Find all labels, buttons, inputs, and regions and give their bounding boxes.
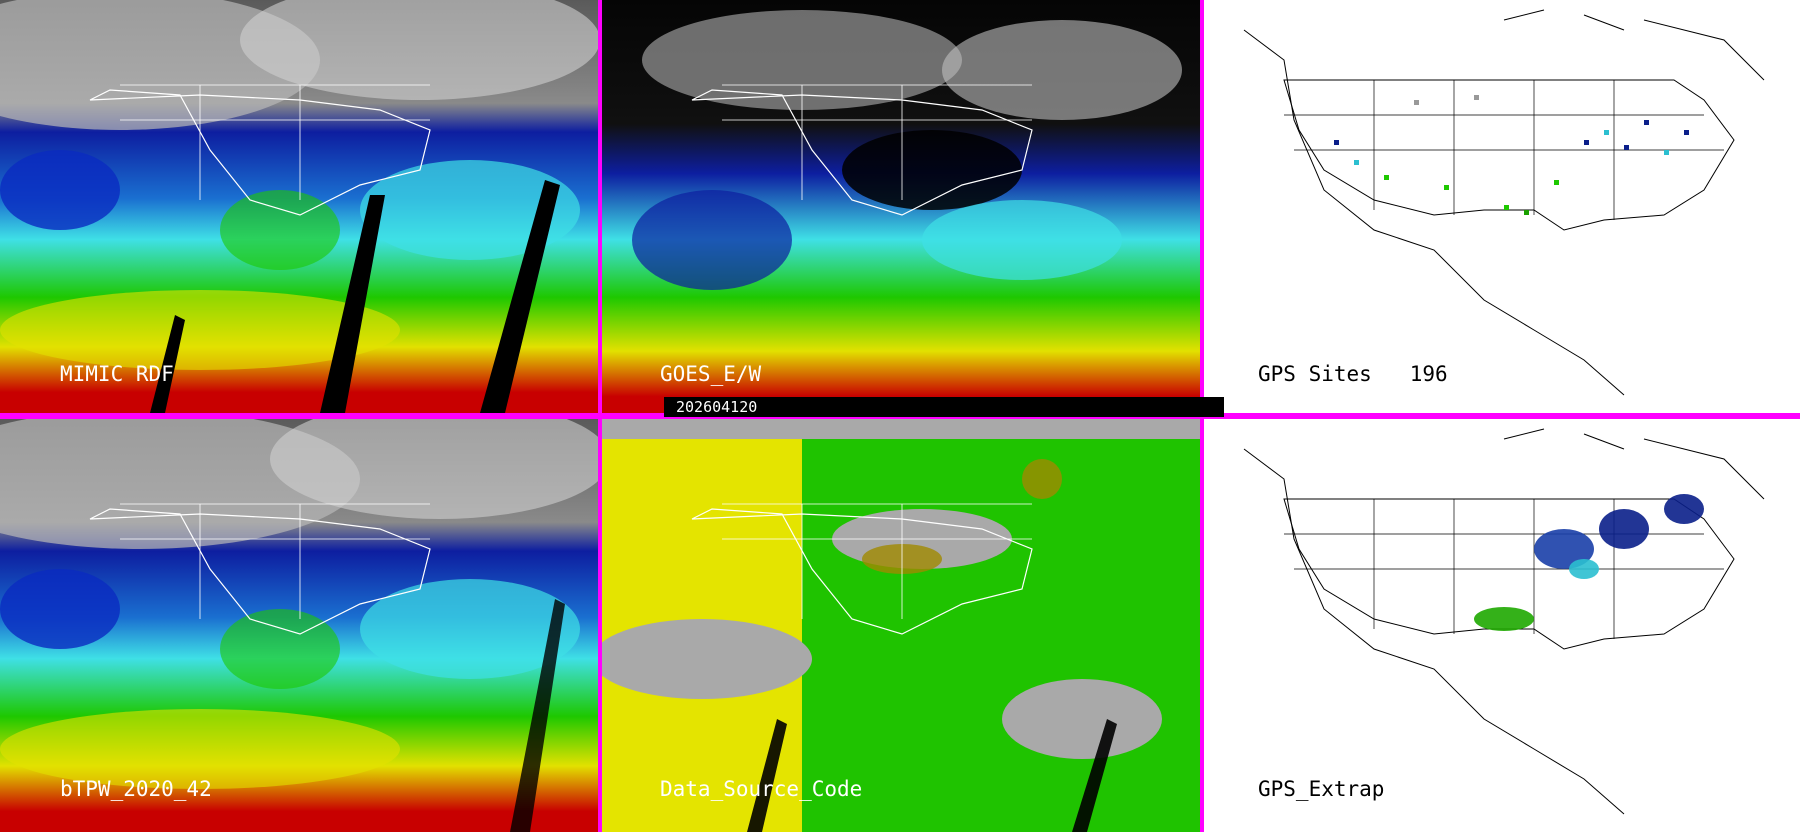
gps-site-map: [1243, 9, 1765, 396]
satellite-image: [0, 0, 598, 413]
panel-label: MIMIC RDF: [60, 362, 174, 386]
map-panel-goes: GOES_E/W: [602, 0, 1200, 413]
gps-site-markers: [1334, 95, 1689, 215]
panel-label: GPS_Extrap: [1258, 777, 1385, 801]
map-panel-gps-extrap: GPS_Extrap: [1204, 419, 1800, 832]
panel-label: GPS Sites 196: [1258, 362, 1448, 386]
map-panel-gps-sites: GPS Sites 196: [1204, 0, 1800, 413]
panel-label: GOES_E/W: [660, 362, 762, 386]
data-source-image: [602, 419, 1200, 832]
map-panel-mimic-rdf: MIMIC RDF: [0, 0, 598, 413]
satellite-image: [0, 419, 598, 832]
panel-label: bTPW_2020_42: [60, 777, 212, 801]
panel-label: Data_Source_Code: [660, 777, 863, 801]
satellite-image: [602, 0, 1200, 413]
map-panel-data-source: Data_Source_Code: [602, 419, 1200, 832]
gps-extrap-map: [1243, 428, 1765, 815]
timestamp-bar: 202604120: [664, 397, 1224, 417]
map-panel-btpw: bTPW_2020_42: [0, 419, 598, 832]
